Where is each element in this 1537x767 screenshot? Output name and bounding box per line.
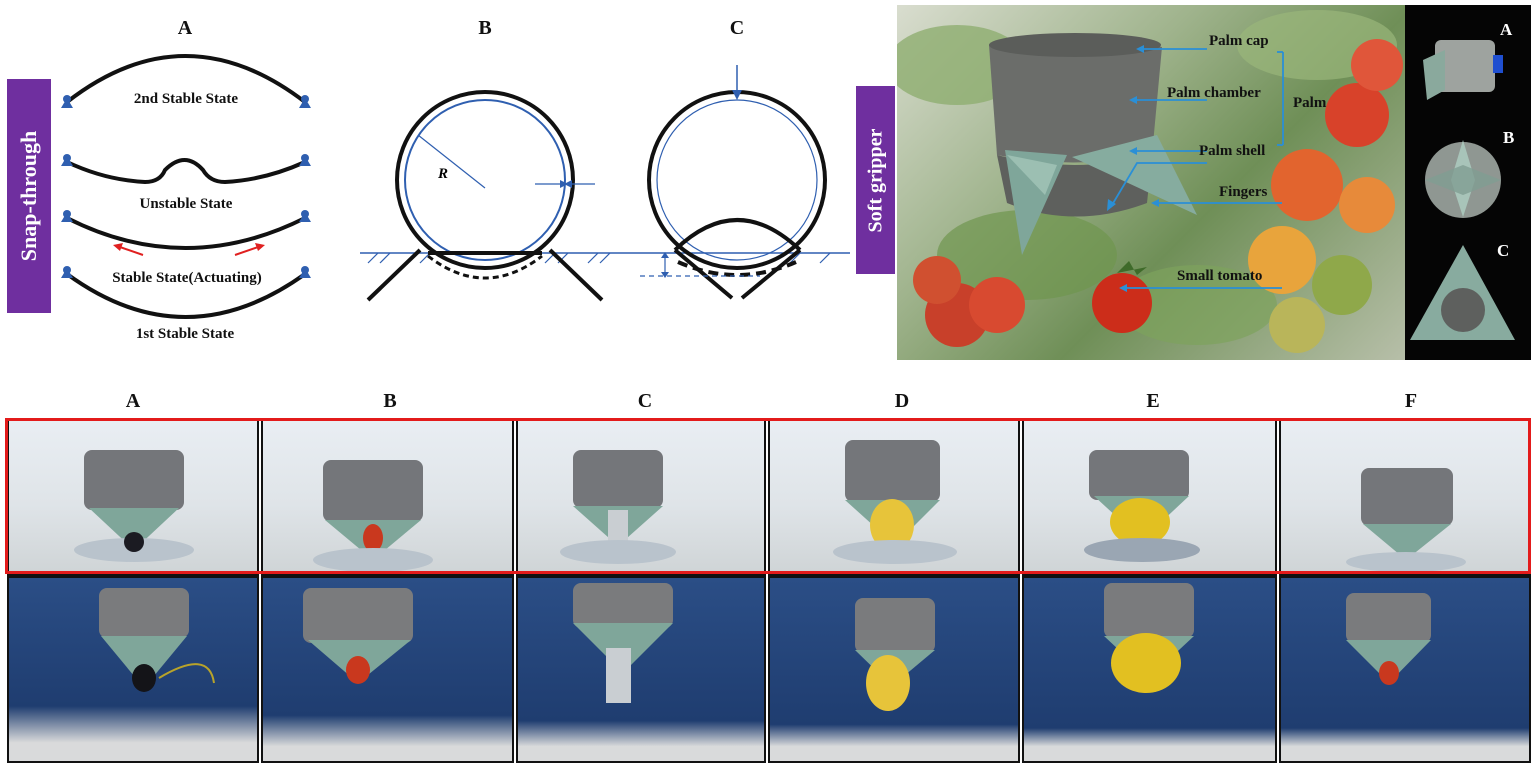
panel-letter-c: C — [730, 17, 744, 39]
lift-frame-b — [261, 576, 514, 763]
highlight-box — [5, 418, 1531, 574]
view-letter-b: B — [1503, 128, 1515, 147]
actuating-state-label: Stable State(Actuating) — [112, 270, 262, 286]
lift-frame-d — [768, 576, 1020, 763]
palm-label: Palm — [1293, 95, 1327, 111]
unstable-state-label: Unstable State — [140, 196, 233, 212]
palm-chamber-label: Palm chamber — [1167, 85, 1261, 101]
panel-letter-a: A — [178, 17, 193, 39]
lift-frame-c — [516, 576, 766, 763]
lift-frame-e — [1022, 576, 1277, 763]
bottom-letter-c: C — [637, 390, 653, 412]
bench-frame-b — [261, 418, 514, 576]
palm-shell-label: Palm shell — [1199, 143, 1265, 159]
radius-label: R — [437, 166, 448, 182]
bottom-letter-e: E — [1146, 390, 1160, 412]
bottom-letter-a: A — [125, 390, 141, 412]
snap-through-band: Snap-through — [7, 79, 51, 313]
panel-letter-b: B — [478, 17, 491, 39]
first-stable-state-label: 1st Stable State — [136, 326, 235, 342]
bench-frame-e — [1022, 418, 1277, 576]
bottom-letter-b: B — [383, 390, 397, 412]
snap-through-label: Snap-through — [16, 130, 41, 262]
bench-frame-d — [768, 418, 1020, 576]
view-letter-c: C — [1497, 241, 1510, 260]
view-letter-a: A — [1500, 20, 1513, 39]
gripper-views-panel: A B C — [1405, 5, 1531, 360]
fingers-label: Fingers — [1219, 184, 1267, 200]
cross-section-diagram: B C R — [360, 17, 850, 302]
tomato-gripper-photo — [897, 5, 1405, 360]
small-tomato-label: Small tomato — [1177, 268, 1262, 284]
soft-gripper-label: Soft gripper — [864, 128, 887, 232]
lift-frame-a — [7, 576, 259, 763]
bottom-letter-f: F — [1404, 390, 1418, 412]
bench-frame-f — [1279, 418, 1531, 576]
snap-through-diagram: A 2nd Stable State Unstable State Stable… — [61, 17, 311, 342]
bench-frame-a — [7, 418, 259, 576]
soft-gripper-band: Soft gripper — [856, 86, 895, 274]
bench-frame-c — [516, 418, 766, 576]
bottom-letter-d: D — [894, 390, 910, 412]
second-stable-state-label: 2nd Stable State — [134, 91, 239, 107]
palm-cap-label: Palm cap — [1209, 33, 1269, 49]
lift-frame-f — [1279, 576, 1531, 763]
gripper-callouts: Palm cap Palm chamber Palm Palm shell Fi… — [1107, 33, 1327, 292]
